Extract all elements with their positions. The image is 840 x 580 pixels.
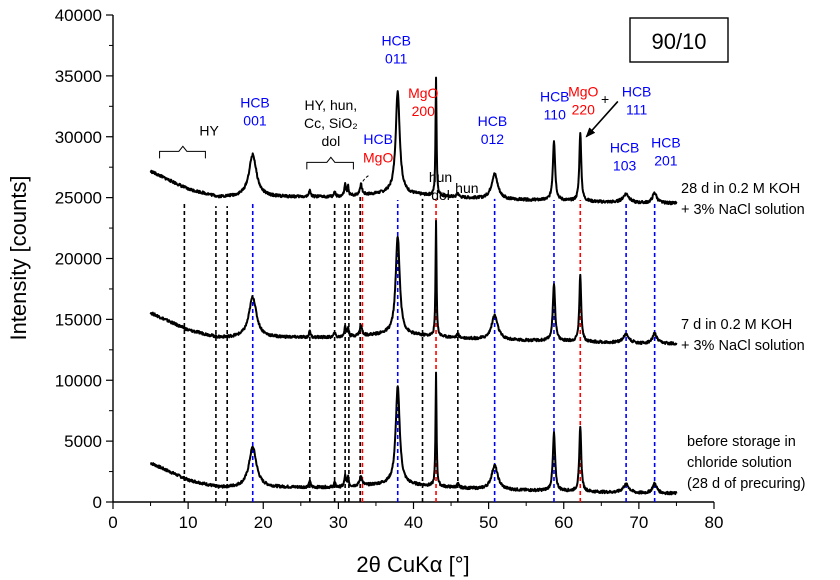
x-tick-label: 10 — [179, 513, 198, 532]
peak-annotation: HCB 201 — [651, 135, 681, 169]
annotation-line: MgO — [363, 149, 393, 165]
y-tick-label: 35000 — [55, 67, 102, 86]
series-label-line: chloride solution — [687, 455, 792, 471]
series-line-1 — [149, 371, 678, 496]
series-label-2: 7 d in 0.2 M KOH + 3% NaCl solution — [681, 317, 805, 354]
axes: 0 10 20 30 40 50 60 70 80 0 5000 10000 15000 20000 250… — [55, 6, 724, 532]
series-label-1: before storage in chloride solution (28 d … — [687, 434, 805, 492]
peak-annotation: HCB 011 — [381, 32, 411, 66]
series-line-2 — [149, 219, 678, 346]
x-tick-label: 80 — [705, 513, 724, 532]
annotation-line: 001 — [243, 113, 267, 129]
annotation-arrow — [585, 100, 619, 138]
annotation-line: dol — [431, 187, 450, 203]
annotation-line: 220 — [572, 102, 596, 118]
peak-annotation: MgO — [363, 149, 393, 165]
series-label-line: 7 d in 0.2 M KOH — [681, 317, 792, 333]
y-tick-label: 30000 — [55, 128, 102, 147]
peak-annotation: HCB 103 — [610, 140, 640, 174]
series-label-line: (28 d of precuring) — [687, 476, 805, 492]
annotation-line: 012 — [481, 131, 505, 147]
y-tick-label: 10000 — [55, 371, 102, 390]
annotation-bracket — [159, 145, 206, 159]
y-tick-label: 25000 — [55, 189, 102, 208]
annotation-line: hun — [455, 180, 478, 196]
series-label-line: + 3% NaCl solution — [681, 338, 805, 354]
x-tick-label: 0 — [108, 513, 117, 532]
annotation-line: HCB — [651, 135, 681, 151]
annotation-line: HCB — [540, 88, 570, 104]
annotation-line: 011 — [385, 50, 408, 66]
peak-annotation: MgO 220 — [568, 84, 598, 118]
peak-annotation: HCB 012 — [478, 113, 508, 147]
peak-annotation: HCB 001 — [240, 95, 270, 129]
peak-annotation: HCB — [363, 131, 393, 147]
peak-annotation: + — [601, 91, 609, 107]
annotation-line: HCB — [363, 131, 393, 147]
series-line-3 — [149, 76, 678, 206]
peak-annotation: hun — [455, 180, 478, 196]
series-label-3: 28 d in 0.2 M KOH + 3% NaCl solution — [681, 181, 805, 218]
annotation-line: HCB — [240, 95, 270, 111]
annotation-line: Cc, SiO₂ — [304, 115, 358, 131]
series-label-line: 28 d in 0.2 M KOH — [681, 181, 800, 197]
annotation-line: dol — [322, 133, 341, 149]
annotation-leader — [358, 175, 369, 192]
series-label-line: + 3% NaCl solution — [681, 202, 805, 218]
annotation-line: hun — [429, 169, 452, 185]
x-tick-label: 20 — [254, 513, 273, 532]
annotation-line: 200 — [412, 103, 436, 119]
y-tick-label: 40000 — [55, 6, 102, 25]
peak-annotation: HCB 110 — [540, 88, 570, 122]
y-tick-label: 0 — [93, 493, 102, 512]
y-tick-label: 20000 — [55, 250, 102, 269]
badge-box — [629, 17, 729, 63]
peak-annotation: HY — [199, 123, 219, 139]
annotation-line: HY, hun, — [305, 97, 358, 113]
y-tick-label: 5000 — [64, 432, 102, 451]
x-tick-label: 40 — [404, 513, 423, 532]
annotation-line: + — [601, 91, 609, 107]
x-tick-label: 30 — [329, 513, 348, 532]
x-axis-title: 2θ CuKα [°] — [356, 552, 469, 577]
peak-annotation: hun dol — [429, 169, 452, 203]
peak-annotation: HCB 111 — [622, 84, 652, 118]
annotation-line: HY — [199, 123, 219, 139]
annotation-line: MgO — [568, 84, 598, 100]
peak-annotation: MgO 200 — [408, 85, 438, 119]
x-tick-label: 60 — [554, 513, 573, 532]
annotation-line: HCB — [381, 32, 411, 48]
badge-label: 90/10 — [651, 29, 706, 54]
annotation-line: 111 — [626, 102, 647, 118]
series-label-line: before storage in — [687, 434, 796, 450]
peak-annotation: HY, hun, Cc, SiO₂ dol — [304, 97, 358, 149]
annotation-line: HCB — [622, 84, 652, 100]
x-tick-label: 50 — [479, 513, 498, 532]
annotation-line: 110 — [544, 106, 567, 122]
annotation-bracket — [306, 156, 354, 170]
annotation-line: HCB — [610, 140, 640, 156]
series-group — [149, 76, 678, 496]
x-tick-label: 70 — [629, 513, 648, 532]
series-labels: before storage in chloride solution (28 d … — [681, 181, 805, 492]
annotation-line: MgO — [408, 85, 438, 101]
annotation-line: 201 — [654, 153, 678, 169]
y-tick-label: 15000 — [55, 310, 102, 329]
annotation-line: 103 — [613, 158, 637, 174]
y-axis-title: Intensity [counts] — [6, 175, 31, 340]
annotation-line: HCB — [478, 113, 508, 129]
